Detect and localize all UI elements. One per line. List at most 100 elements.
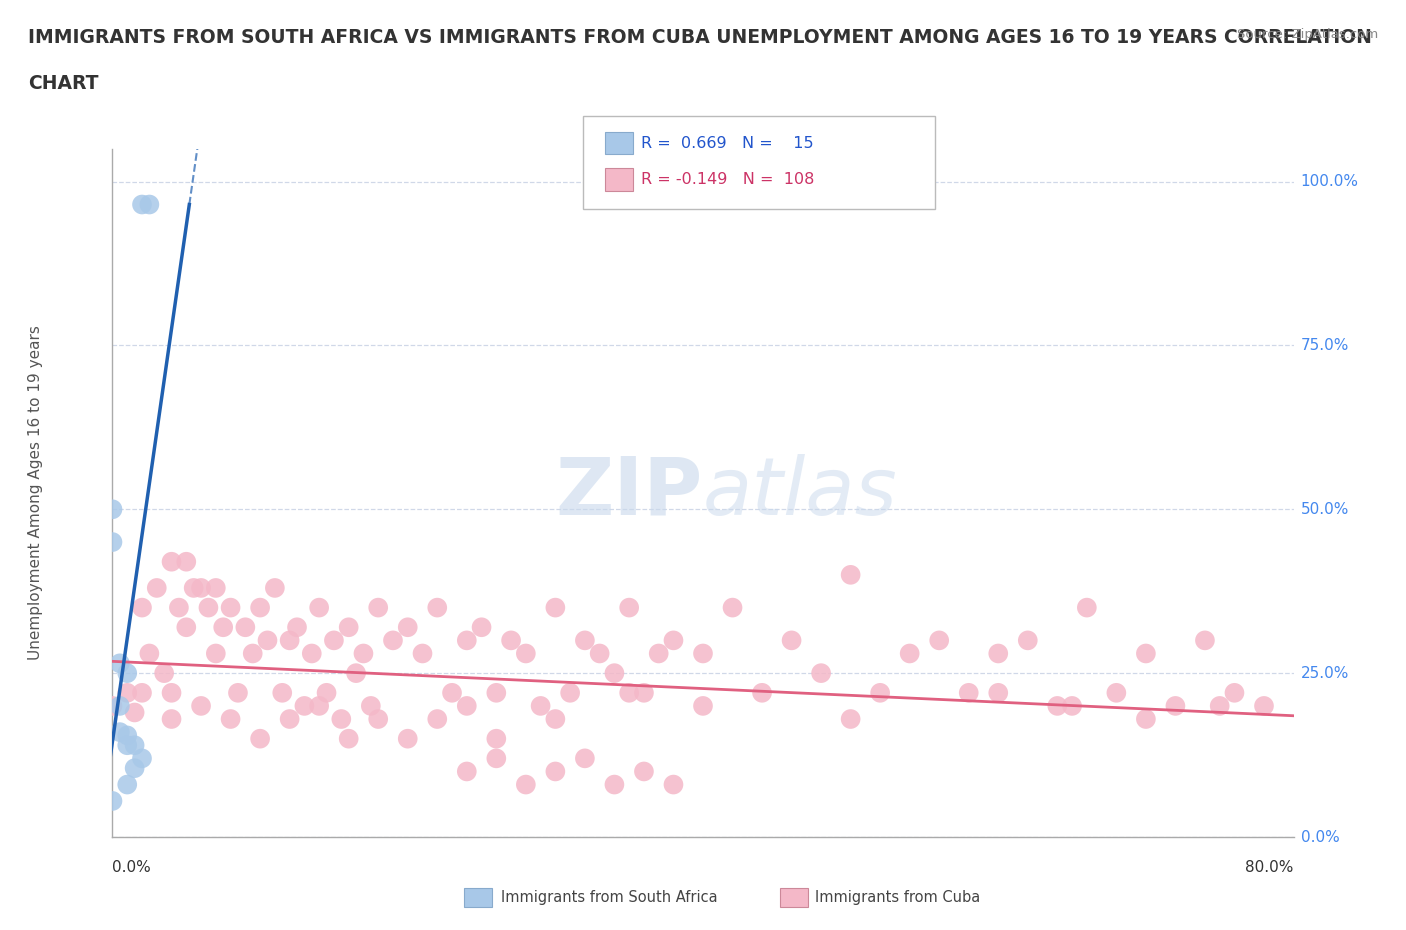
Point xyxy=(117,728,138,743)
Point xyxy=(131,600,153,615)
Point xyxy=(810,666,832,681)
Point xyxy=(839,711,862,726)
Point xyxy=(124,761,146,776)
Point xyxy=(190,698,212,713)
Point xyxy=(285,619,308,634)
Point xyxy=(662,777,685,792)
Point xyxy=(1164,698,1187,713)
Point xyxy=(344,666,367,681)
Point xyxy=(101,535,124,550)
Point xyxy=(515,646,537,661)
Point xyxy=(485,731,508,746)
Point xyxy=(308,698,330,713)
Point xyxy=(174,554,197,569)
Point xyxy=(101,793,124,808)
Point xyxy=(515,777,537,792)
Point xyxy=(485,751,508,765)
Point xyxy=(633,764,655,779)
Point xyxy=(1194,633,1216,648)
Point xyxy=(337,731,360,746)
Text: 75.0%: 75.0% xyxy=(1301,338,1348,352)
Point xyxy=(308,600,330,615)
Point xyxy=(574,633,596,648)
Text: R =  0.669   N =    15: R = 0.669 N = 15 xyxy=(641,136,814,151)
Text: Immigrants from Cuba: Immigrants from Cuba xyxy=(815,890,981,905)
Point xyxy=(456,698,478,713)
Point xyxy=(367,711,389,726)
Point xyxy=(662,633,685,648)
Point xyxy=(249,600,271,615)
Point xyxy=(692,698,714,713)
Text: ZIP: ZIP xyxy=(555,454,703,532)
Point xyxy=(271,685,294,700)
Point xyxy=(396,619,419,634)
Point xyxy=(301,646,323,661)
Point xyxy=(987,646,1010,661)
Point xyxy=(544,764,567,779)
Text: 0.0%: 0.0% xyxy=(1301,830,1340,844)
Point xyxy=(928,633,950,648)
Point xyxy=(839,567,862,582)
Point xyxy=(278,633,301,648)
Text: Source: ZipAtlas.com: Source: ZipAtlas.com xyxy=(1237,28,1378,41)
Point xyxy=(574,751,596,765)
Point xyxy=(117,777,138,792)
Point xyxy=(558,685,582,700)
Point xyxy=(721,600,744,615)
Point xyxy=(603,666,626,681)
Point xyxy=(780,633,803,648)
Point xyxy=(264,580,287,595)
Point xyxy=(117,737,138,752)
Point xyxy=(233,619,256,634)
Point xyxy=(544,600,567,615)
Point xyxy=(167,600,190,615)
Point xyxy=(1135,711,1157,726)
Point xyxy=(1208,698,1232,713)
Point xyxy=(117,666,138,681)
Point xyxy=(529,698,551,713)
Point xyxy=(278,711,301,726)
Point xyxy=(183,580,205,595)
Point xyxy=(292,698,315,713)
Point xyxy=(160,554,183,569)
Point xyxy=(1046,698,1069,713)
Point xyxy=(1062,698,1084,713)
Point xyxy=(501,633,523,648)
Point xyxy=(411,646,433,661)
Point xyxy=(226,685,249,700)
Point xyxy=(138,197,160,212)
Text: 0.0%: 0.0% xyxy=(112,860,152,875)
Point xyxy=(426,711,449,726)
Point xyxy=(647,646,671,661)
Point xyxy=(205,646,228,661)
Point xyxy=(124,737,146,752)
Point xyxy=(315,685,337,700)
Point xyxy=(131,751,153,765)
Point xyxy=(544,711,567,726)
Point xyxy=(987,685,1010,700)
Text: atlas: atlas xyxy=(703,454,898,532)
Point xyxy=(101,698,124,713)
Point xyxy=(352,646,374,661)
Point xyxy=(330,711,353,726)
Point xyxy=(160,685,183,700)
Point xyxy=(190,580,212,595)
Point xyxy=(751,685,773,700)
Text: 25.0%: 25.0% xyxy=(1301,666,1348,681)
Text: R = -0.149   N =  108: R = -0.149 N = 108 xyxy=(641,172,814,187)
Point xyxy=(160,711,183,726)
Text: 50.0%: 50.0% xyxy=(1301,502,1348,517)
Point xyxy=(242,646,264,661)
Text: Immigrants from South Africa: Immigrants from South Africa xyxy=(501,890,717,905)
Point xyxy=(619,600,641,615)
Point xyxy=(1105,685,1128,700)
Point xyxy=(619,685,641,700)
Point xyxy=(426,600,449,615)
Point xyxy=(323,633,346,648)
Point xyxy=(153,666,176,681)
Point xyxy=(197,600,219,615)
Point xyxy=(249,731,271,746)
Text: 100.0%: 100.0% xyxy=(1301,174,1358,189)
Point xyxy=(337,619,360,634)
Point xyxy=(256,633,278,648)
